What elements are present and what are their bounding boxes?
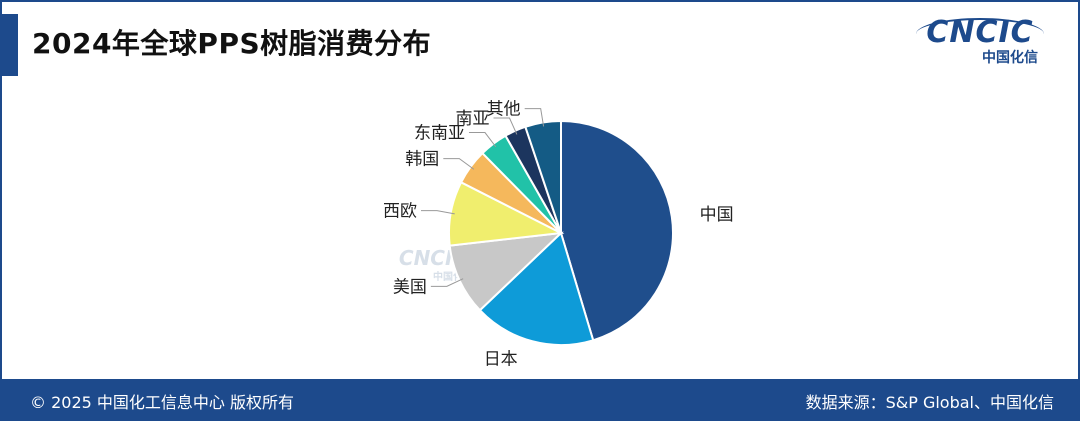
leader-line-6 xyxy=(493,117,518,135)
source-text: 数据来源：S&P Global、中国化信 xyxy=(805,393,1054,412)
chart-title: 2024年全球PPS树脂消费分布 xyxy=(32,27,432,60)
cncic-logo: CNCIC 中国化信 xyxy=(910,16,1050,76)
logo-swoosh-icon xyxy=(916,18,1044,50)
pie-slice-0 xyxy=(560,119,674,342)
pie-label-3: 西欧 xyxy=(383,202,417,222)
leader-line-4 xyxy=(443,158,475,170)
leader-line-3 xyxy=(420,210,455,215)
pie-label-2: 美国 xyxy=(393,277,427,297)
pie-label-1: 日本 xyxy=(484,350,518,370)
pie-slice-1 xyxy=(478,231,595,346)
logo-sub: 中国化信 xyxy=(982,50,1038,66)
pie-label-6: 南亚 xyxy=(456,109,490,129)
leader-line-7 xyxy=(524,108,545,127)
pie-leader-lines xyxy=(420,108,545,287)
copyright-text: © 2025 中国化工信息中心 版权所有 xyxy=(30,393,294,412)
pie-label-5: 东南亚 xyxy=(414,124,465,144)
footer-bar: © 2025 中国化工信息中心 版权所有 数据来源：S&P Global、中国化… xyxy=(0,379,1080,421)
pie-label-0: 中国 xyxy=(700,205,734,225)
pie-label-4: 韩国 xyxy=(405,150,439,170)
pie-slices xyxy=(448,119,674,346)
title-accent-bar xyxy=(0,14,18,76)
pie-label-7: 其他 xyxy=(487,100,521,120)
leader-line-2 xyxy=(430,278,464,287)
leader-line-5 xyxy=(468,132,497,148)
watermark-sub: 中国化信 xyxy=(433,272,473,283)
